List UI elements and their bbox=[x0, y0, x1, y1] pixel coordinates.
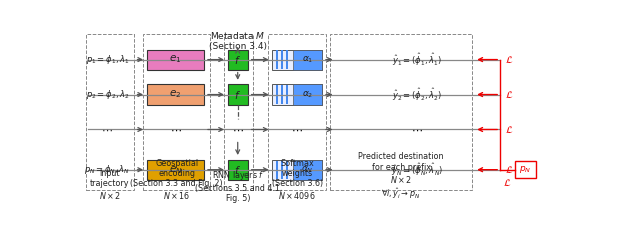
Text: Softmax
weights
(Section 3.6)
$N \times 4096$: Softmax weights (Section 3.6) $N \times … bbox=[272, 158, 323, 201]
Bar bbox=[282, 85, 284, 104]
Bar bbox=[282, 160, 284, 179]
Text: RNN layers $f$
(Sections 3.5 and 4.1,
Fig. 5): RNN layers $f$ (Sections 3.5 and 4.1, Fi… bbox=[195, 169, 282, 203]
Bar bbox=[276, 50, 278, 69]
Text: $\cdots$: $\cdots$ bbox=[101, 124, 113, 134]
Text: $\hat{y}_2 = (\hat{\phi}_2, \hat{\lambda}_2)$: $\hat{y}_2 = (\hat{\phi}_2, \hat{\lambda… bbox=[392, 86, 442, 103]
Text: $e_1$: $e_1$ bbox=[170, 54, 182, 65]
Bar bbox=[293, 84, 322, 105]
Bar bbox=[147, 49, 204, 70]
Bar bbox=[228, 84, 248, 105]
Bar bbox=[86, 34, 134, 190]
Bar bbox=[273, 160, 322, 180]
Text: Input
trajectory
$N \times 2$: Input trajectory $N \times 2$ bbox=[90, 169, 129, 201]
Text: $\cdots$: $\cdots$ bbox=[291, 124, 303, 134]
Bar bbox=[515, 161, 536, 178]
Bar bbox=[276, 85, 278, 104]
Text: $\hat{y}_1 = (\hat{\phi}_1, \hat{\lambda}_1)$: $\hat{y}_1 = (\hat{\phi}_1, \hat{\lambda… bbox=[392, 51, 442, 68]
Bar bbox=[228, 160, 248, 180]
Text: $e_N$: $e_N$ bbox=[169, 164, 182, 176]
Bar bbox=[330, 34, 472, 190]
Text: Metadata $M$
(Section 3.4): Metadata $M$ (Section 3.4) bbox=[209, 30, 267, 51]
Text: $\mathcal{L}$: $\mathcal{L}$ bbox=[504, 177, 512, 188]
Bar bbox=[269, 34, 326, 190]
Bar bbox=[147, 84, 204, 105]
Text: $\alpha_2$: $\alpha_2$ bbox=[302, 89, 314, 100]
Bar bbox=[224, 34, 253, 190]
Text: $\mathcal{L}$: $\mathcal{L}$ bbox=[505, 164, 513, 175]
Text: $\alpha_N$: $\alpha_N$ bbox=[301, 164, 314, 175]
Text: Predicted destination
for each prefix
$N \times 2$
$\forall i, \hat{y}_i \righta: Predicted destination for each prefix $N… bbox=[358, 152, 444, 201]
Bar bbox=[282, 50, 284, 69]
Text: Geospatial
encoding
(Section 3.3 and Fig. 2)
$N \times 16$: Geospatial encoding (Section 3.3 and Fig… bbox=[131, 158, 223, 201]
Bar bbox=[276, 160, 278, 179]
Text: $\alpha_1$: $\alpha_1$ bbox=[302, 54, 314, 65]
Text: $\cdots$: $\cdots$ bbox=[232, 124, 244, 134]
Bar bbox=[293, 49, 322, 70]
Text: $f$: $f$ bbox=[234, 89, 241, 101]
Text: $\mathcal{L}$: $\mathcal{L}$ bbox=[505, 124, 513, 135]
Text: $\mathcal{L}$: $\mathcal{L}$ bbox=[505, 54, 513, 65]
Bar bbox=[143, 34, 210, 190]
Text: $\cdots$: $\cdots$ bbox=[170, 124, 181, 134]
Bar bbox=[286, 160, 288, 179]
Text: $\cdots$: $\cdots$ bbox=[412, 124, 423, 134]
Text: $\hat{y}_N = (\hat{\phi}_N, \hat{\lambda}_N)$: $\hat{y}_N = (\hat{\phi}_N, \hat{\lambda… bbox=[391, 161, 444, 178]
Bar bbox=[293, 160, 322, 180]
Bar bbox=[228, 49, 248, 70]
Text: $p_N = \phi_N, \lambda_N$: $p_N = \phi_N, \lambda_N$ bbox=[84, 163, 130, 176]
Text: $f$: $f$ bbox=[234, 164, 241, 176]
Text: $e_2$: $e_2$ bbox=[170, 89, 182, 100]
Text: $p_2 = \phi_2, \lambda_2$: $p_2 = \phi_2, \lambda_2$ bbox=[86, 88, 129, 101]
Text: $\mathcal{L}$: $\mathcal{L}$ bbox=[505, 89, 513, 100]
Text: $p_1 = \phi_1, \lambda_1$: $p_1 = \phi_1, \lambda_1$ bbox=[86, 53, 129, 66]
Text: $f$: $f$ bbox=[234, 54, 241, 66]
Text: $p_N$: $p_N$ bbox=[520, 164, 532, 175]
Bar bbox=[273, 49, 322, 70]
Bar bbox=[286, 50, 288, 69]
Bar bbox=[286, 85, 288, 104]
Bar bbox=[273, 84, 322, 105]
Bar bbox=[147, 160, 204, 180]
